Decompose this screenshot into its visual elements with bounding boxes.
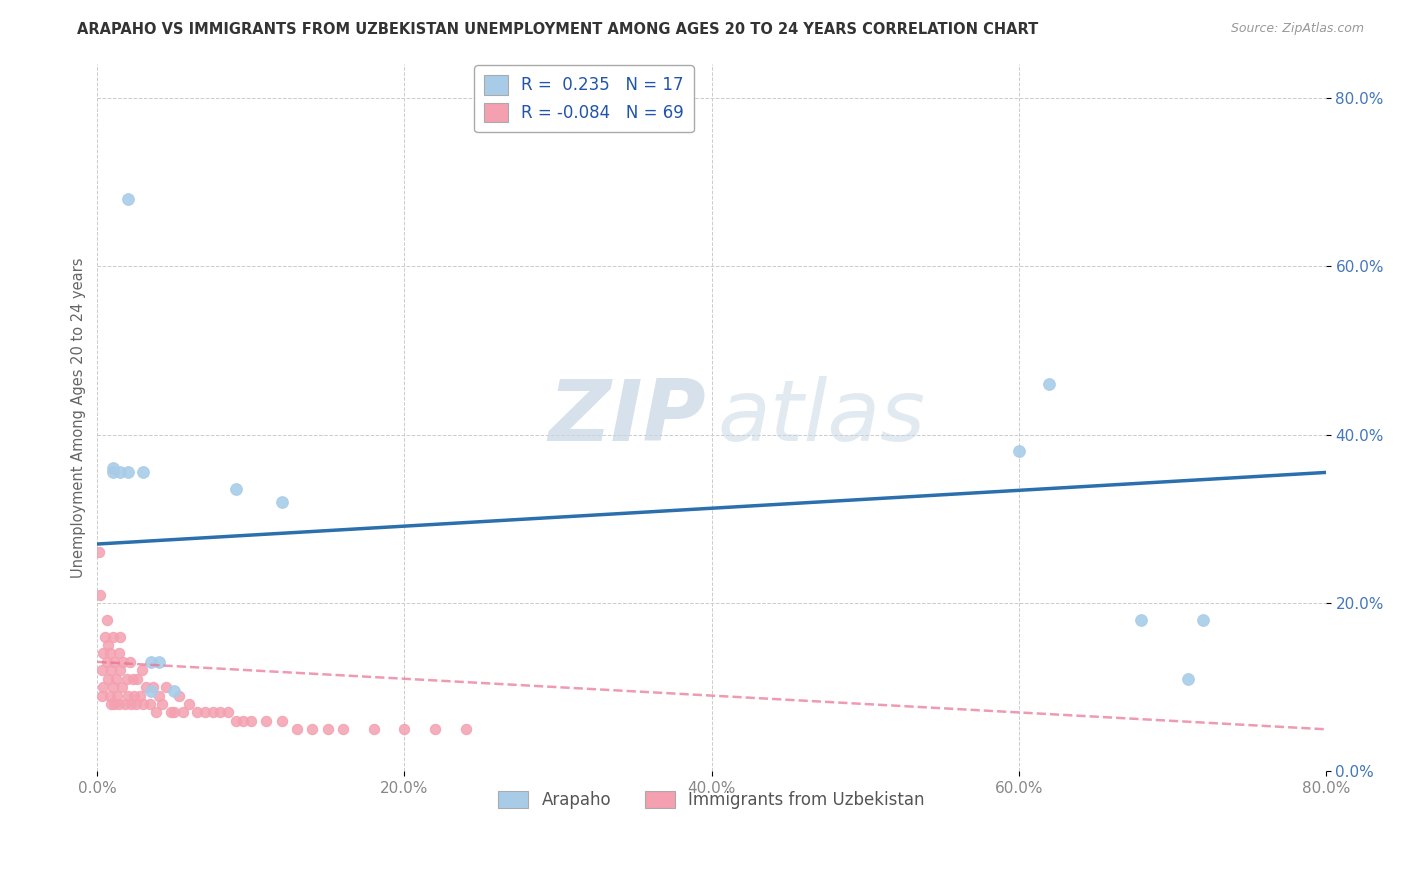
Point xyxy=(163,706,186,720)
Point xyxy=(96,655,118,669)
Point xyxy=(114,697,136,711)
Point xyxy=(127,672,149,686)
Point xyxy=(121,672,143,686)
Point xyxy=(129,689,152,703)
Point xyxy=(217,706,239,720)
Point xyxy=(150,697,173,711)
Point xyxy=(98,647,121,661)
Point xyxy=(454,723,477,737)
Point xyxy=(225,714,247,728)
Point xyxy=(138,697,160,711)
Point xyxy=(97,672,120,686)
Point xyxy=(316,723,339,737)
Point xyxy=(285,723,308,737)
Point xyxy=(1192,613,1215,627)
Point xyxy=(155,680,177,694)
Point xyxy=(363,723,385,737)
Point xyxy=(97,638,120,652)
Point xyxy=(117,466,139,480)
Point xyxy=(108,647,131,661)
Point xyxy=(172,706,194,720)
Point xyxy=(270,714,292,728)
Point xyxy=(394,723,416,737)
Point xyxy=(117,689,139,703)
Point xyxy=(425,723,447,737)
Point xyxy=(1008,444,1031,458)
Point xyxy=(89,588,111,602)
Point xyxy=(142,680,165,694)
Point xyxy=(111,680,134,694)
Point xyxy=(139,684,162,698)
Point xyxy=(160,706,183,720)
Point xyxy=(96,613,118,627)
Point xyxy=(118,655,141,669)
Text: Source: ZipAtlas.com: Source: ZipAtlas.com xyxy=(1230,22,1364,36)
Point xyxy=(103,655,125,669)
Text: atlas: atlas xyxy=(717,376,925,459)
Point xyxy=(110,630,132,644)
Point xyxy=(93,647,115,661)
Point xyxy=(98,689,121,703)
Point xyxy=(125,697,148,711)
Point xyxy=(101,680,124,694)
Point xyxy=(132,697,155,711)
Point xyxy=(91,663,114,677)
Point xyxy=(209,706,232,720)
Point xyxy=(104,672,127,686)
Point xyxy=(101,466,124,480)
Point xyxy=(100,663,122,677)
Point xyxy=(132,466,155,480)
Point xyxy=(110,466,132,480)
Point xyxy=(93,680,115,694)
Point xyxy=(239,714,262,728)
Point xyxy=(232,714,254,728)
Point xyxy=(120,697,142,711)
Point xyxy=(94,630,117,644)
Point xyxy=(301,723,323,737)
Point xyxy=(270,495,292,509)
Point xyxy=(110,663,132,677)
Point xyxy=(100,697,122,711)
Point xyxy=(332,723,354,737)
Point xyxy=(148,655,170,669)
Legend: Arapaho, Immigrants from Uzbekistan: Arapaho, Immigrants from Uzbekistan xyxy=(492,785,931,816)
Point xyxy=(145,706,167,720)
Point xyxy=(186,706,208,720)
Point xyxy=(135,680,157,694)
Point xyxy=(148,689,170,703)
Point xyxy=(225,483,247,497)
Point xyxy=(117,192,139,206)
Point xyxy=(131,663,153,677)
Point xyxy=(194,706,217,720)
Point xyxy=(1130,613,1153,627)
Point xyxy=(101,630,124,644)
Text: ZIP: ZIP xyxy=(548,376,706,459)
Point xyxy=(101,461,124,475)
Point xyxy=(122,689,145,703)
Point xyxy=(103,697,125,711)
Point xyxy=(167,689,190,703)
Point xyxy=(112,655,135,669)
Point xyxy=(254,714,277,728)
Point xyxy=(201,706,224,720)
Y-axis label: Unemployment Among Ages 20 to 24 years: Unemployment Among Ages 20 to 24 years xyxy=(72,258,86,578)
Text: ARAPAHO VS IMMIGRANTS FROM UZBEKISTAN UNEMPLOYMENT AMONG AGES 20 TO 24 YEARS COR: ARAPAHO VS IMMIGRANTS FROM UZBEKISTAN UN… xyxy=(77,22,1039,37)
Point xyxy=(105,689,128,703)
Point xyxy=(139,655,162,669)
Point xyxy=(115,672,138,686)
Point xyxy=(163,684,186,698)
Point xyxy=(91,689,114,703)
Point xyxy=(1038,377,1060,392)
Point xyxy=(87,545,110,559)
Point xyxy=(179,697,201,711)
Point xyxy=(108,697,131,711)
Point xyxy=(1177,672,1199,686)
